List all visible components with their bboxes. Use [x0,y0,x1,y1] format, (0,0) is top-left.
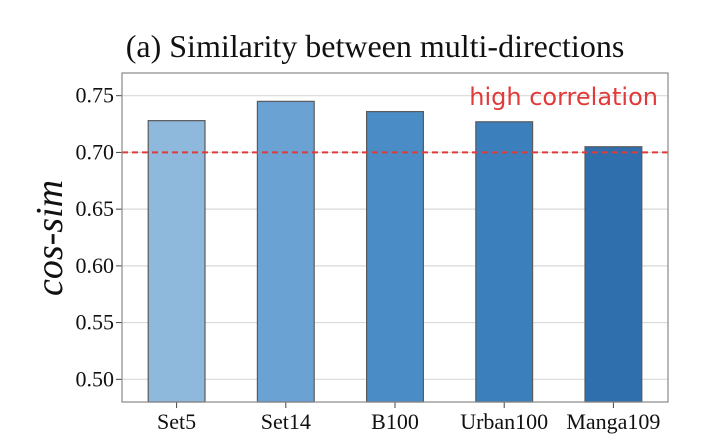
y-tick-label: 0.75 [76,83,115,108]
plot-area: 0.50 0.55 0.60 0.65 0.70 0.75 Set5 Set14 B100 Urb… [76,72,669,434]
plot-frame [121,72,669,403]
bar-set5 [147,120,206,403]
chart-title: (a) Similarity between multi-directions [126,28,625,64]
y-tick-label: 0.55 [76,310,115,335]
bar-manga109 [584,146,643,403]
bar-urban100 [475,121,534,403]
x-tick-label: Set5 [157,409,196,434]
y-tick-label: 0.60 [76,253,115,278]
y-axis-label: cos-sim [29,180,71,296]
x-tick-label: Manga109 [566,409,660,434]
y-tick-label: 0.65 [76,196,115,221]
x-tick-label: Urban100 [460,409,548,434]
x-tick-label: B100 [371,409,419,434]
y-tick-label: 0.70 [76,139,115,164]
bar-set14 [256,100,315,403]
reference-line-label: high correlation [469,83,658,111]
bar-b100 [366,110,424,403]
x-tick-label: Set14 [261,409,311,434]
y-tick-label: 0.50 [76,366,115,391]
